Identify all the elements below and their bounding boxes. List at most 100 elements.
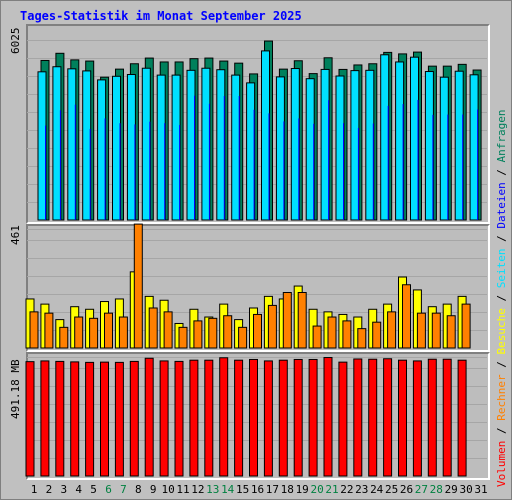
bar-rechner-11: [178, 326, 188, 349]
bar-seiten-8: [141, 67, 151, 221]
bar-volumen-26: [398, 359, 407, 477]
legend-item: Rechner: [495, 374, 508, 421]
bar-volumen-13: [204, 359, 214, 477]
bar-dateien-16: [268, 113, 270, 220]
bar-dateien-28: [447, 114, 449, 220]
x-label-2: 2: [46, 483, 53, 496]
bar-dateien-8: [149, 121, 151, 220]
x-label-21: 21: [325, 483, 338, 496]
bar-dateien-5: [104, 118, 106, 220]
bar-seiten-22: [350, 70, 360, 221]
bar-rechner-20: [312, 325, 322, 349]
bar-seiten-27: [424, 71, 434, 221]
x-label-17: 17: [266, 483, 279, 496]
bar-seiten-4: [82, 70, 92, 221]
x-label-3: 3: [60, 483, 67, 496]
bar-rechner-1: [29, 311, 39, 349]
bar-rechner-7: [118, 316, 128, 349]
bar-seiten-24: [380, 54, 390, 221]
x-label-15: 15: [236, 483, 249, 496]
bar-volumen-3: [55, 360, 65, 477]
bar-dateien-19: [313, 123, 315, 220]
bar-dateien-23: [372, 123, 374, 220]
bar-rechner-15: [238, 326, 248, 349]
bar-rechner-19: [297, 292, 307, 349]
bar-seiten-9: [156, 74, 166, 221]
legend: Volumen / Rechner / Besuche / Seiten / D…: [495, 109, 508, 487]
x-label-10: 10: [161, 483, 174, 496]
chart-title: Tages-Statistik im Monat September 2025: [20, 9, 302, 23]
bar-dateien-17: [283, 121, 285, 220]
bar-seiten-2: [52, 66, 62, 221]
bar-seiten-21: [335, 75, 345, 221]
legend-item: /: [495, 354, 508, 375]
x-label-16: 16: [251, 483, 264, 496]
bar-rechner-25: [387, 311, 397, 349]
bar-dateien-1: [45, 125, 46, 220]
x-label-25: 25: [385, 483, 398, 496]
bar-seiten-6: [112, 75, 121, 221]
bar-seiten-11: [186, 69, 196, 221]
bar-volumen-16: [249, 358, 258, 477]
bar-dateien-9: [164, 123, 166, 220]
x-label-11: 11: [176, 483, 189, 496]
bar-seiten-5: [97, 79, 107, 221]
x-label-5: 5: [90, 483, 97, 496]
bar-seiten-26: [410, 56, 419, 221]
bar-seiten-16: [261, 50, 270, 221]
bar-dateien-24: [387, 105, 389, 220]
x-label-22: 22: [340, 483, 353, 496]
legend-item: Anfragen: [495, 109, 508, 163]
legend-item: /: [495, 162, 508, 183]
x-label-7: 7: [120, 483, 127, 496]
bar-dateien-18: [298, 118, 300, 220]
bar-dateien-26: [417, 99, 419, 220]
bar-rechner-4: [74, 316, 84, 349]
bar-rechner-24: [372, 321, 382, 349]
bar-seiten-30: [469, 74, 479, 221]
x-label-9: 9: [150, 483, 157, 496]
bar-volumen-15: [234, 359, 244, 477]
x-label-23: 23: [355, 483, 368, 496]
x-label-18: 18: [281, 483, 294, 496]
bar-dateien-11: [194, 95, 195, 220]
bar-volumen-5: [85, 361, 95, 477]
x-label-30: 30: [459, 483, 472, 496]
x-label-14: 14: [221, 483, 235, 496]
bar-dateien-15: [253, 109, 255, 220]
bar-volumen-18: [278, 359, 288, 477]
bar-rechner-14: [223, 315, 233, 349]
bar-seiten-19: [305, 78, 315, 221]
bar-volumen-7: [114, 361, 124, 477]
bar-volumen-27: [412, 360, 422, 477]
bar-seiten-20: [320, 68, 330, 221]
legend-item: /: [495, 288, 508, 309]
bar-dateien-30: [477, 109, 479, 220]
x-label-12: 12: [191, 483, 204, 496]
legend-item: /: [495, 228, 508, 249]
bar-volumen-20: [308, 358, 318, 477]
bar-rechner-28: [431, 312, 441, 349]
bar-rechner-6: [104, 312, 113, 349]
bar-seiten-18: [290, 68, 300, 221]
bar-rechner-8: [133, 223, 143, 349]
bar-volumen-9: [144, 357, 154, 477]
bar-volumen-22: [338, 361, 348, 477]
bar-dateien-7: [134, 124, 136, 220]
bar-rechner-30: [461, 303, 471, 349]
bar-seiten-3: [67, 68, 77, 221]
bar-volumen-19: [293, 358, 303, 477]
x-label-4: 4: [75, 483, 82, 496]
bar-volumen-6: [100, 361, 109, 477]
bar-rechner-3: [59, 326, 69, 349]
bar-rechner-2: [44, 312, 54, 349]
bar-volumen-23: [353, 358, 363, 477]
bar-rechner-23: [357, 328, 367, 349]
x-label-8: 8: [135, 483, 142, 496]
legend-item: Besuche: [495, 308, 508, 355]
bar-seiten-12: [201, 67, 211, 221]
bar-dateien-2: [59, 110, 61, 220]
bar-dateien-13: [223, 96, 225, 220]
bar-dateien-25: [402, 104, 404, 220]
